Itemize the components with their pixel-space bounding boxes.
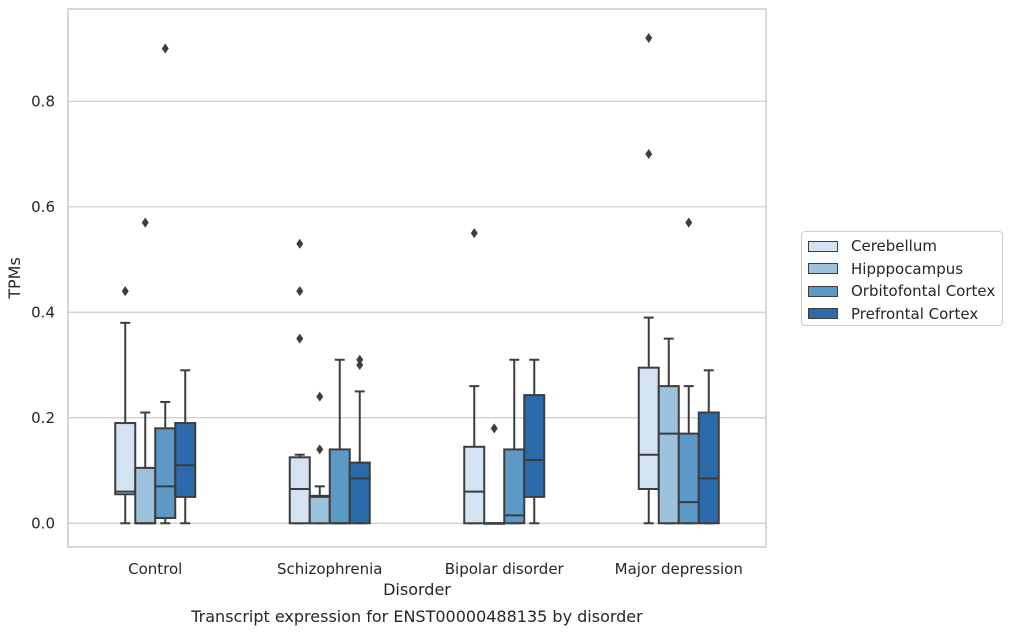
box-cerebellum bbox=[637, 33, 660, 525]
box-body bbox=[134, 466, 157, 525]
x-tick-label: Control bbox=[128, 560, 182, 578]
box-body bbox=[637, 366, 660, 490]
box-body bbox=[677, 432, 700, 525]
outlier-point bbox=[356, 360, 364, 371]
y-axis-label: TPMs bbox=[5, 257, 24, 300]
box-cerebellum bbox=[288, 238, 311, 525]
box-prefrontal-cortex bbox=[697, 369, 720, 525]
legend-label: Orbitofontal Cortex bbox=[851, 282, 996, 301]
box-orbitofontal-cortex bbox=[677, 217, 700, 525]
box-prefrontal-cortex bbox=[348, 354, 371, 525]
box-body bbox=[657, 385, 680, 525]
x-axis-label: Disorder bbox=[383, 580, 451, 599]
box-prefrontal-cortex bbox=[523, 358, 546, 525]
legend: Cerebellum Hipppocampus Orbitofontal Corte… bbox=[801, 231, 1003, 326]
outlier-point bbox=[490, 423, 498, 434]
box-body bbox=[308, 494, 331, 525]
box-hipppocampus bbox=[657, 337, 680, 525]
box-orbitofontal-cortex bbox=[328, 358, 351, 525]
legend-label: Hipppocampus bbox=[851, 259, 964, 278]
box-orbitofontal-cortex bbox=[503, 358, 526, 525]
legend-swatch bbox=[808, 240, 838, 252]
box-body bbox=[503, 448, 526, 525]
outlier-point bbox=[141, 217, 149, 228]
x-axis-ticks: Control Schizophrenia Bipolar disorder Majo… bbox=[128, 560, 743, 578]
box-cerebellum bbox=[114, 286, 137, 525]
box-body bbox=[328, 448, 351, 525]
box-hipppocampus bbox=[483, 423, 506, 525]
x-tick-label: Bipolar disorder bbox=[445, 560, 565, 578]
box-body bbox=[463, 445, 486, 525]
box-body bbox=[348, 461, 371, 525]
legend-swatch bbox=[808, 308, 838, 320]
y-tick-label: 0.2 bbox=[31, 409, 55, 427]
box-hipppocampus bbox=[134, 217, 157, 525]
legend-item: Hipppocampus bbox=[808, 258, 1002, 281]
y-tick-label: 0.4 bbox=[31, 303, 55, 321]
legend-item: Orbitofontal Cortex bbox=[808, 280, 1002, 303]
outlier-point bbox=[645, 33, 653, 44]
outlier-point bbox=[296, 333, 304, 344]
legend-item: Cerebellum bbox=[808, 235, 1002, 258]
box-body bbox=[174, 422, 197, 498]
outlier-point bbox=[685, 217, 693, 228]
legend-label: Cerebellum bbox=[851, 237, 937, 256]
outlier-point bbox=[296, 238, 304, 249]
box-plot-area bbox=[114, 33, 720, 525]
box-prefrontal-cortex bbox=[174, 369, 197, 525]
box-body bbox=[114, 422, 137, 496]
legend-item: Prefrontal Cortex bbox=[808, 303, 1002, 326]
outlier-point bbox=[470, 228, 478, 239]
outlier-point bbox=[121, 286, 129, 297]
y-axis-ticks: 0.0 0.2 0.4 0.6 0.8 bbox=[31, 92, 55, 532]
outlier-point bbox=[161, 43, 169, 54]
y-tick-label: 0.0 bbox=[31, 514, 55, 532]
y-tick-label: 0.8 bbox=[31, 92, 55, 110]
box-body bbox=[523, 394, 546, 498]
chart-caption: Transcript expression for ENST0000048813… bbox=[190, 607, 643, 626]
outlier-point bbox=[356, 354, 364, 365]
x-tick-label: Major depression bbox=[615, 560, 743, 578]
legend-swatch bbox=[808, 285, 838, 297]
box-cerebellum bbox=[463, 228, 486, 525]
outlier-point bbox=[316, 391, 324, 402]
outlier-point bbox=[296, 286, 304, 297]
legend-label: Prefrontal Cortex bbox=[851, 304, 979, 323]
plot-frame bbox=[67, 8, 767, 548]
outlier-point bbox=[645, 149, 653, 160]
legend-swatch bbox=[808, 263, 838, 275]
y-tick-label: 0.6 bbox=[31, 198, 55, 216]
box-hipppocampus bbox=[308, 391, 331, 525]
box-body bbox=[154, 427, 177, 519]
box-orbitofontal-cortex bbox=[154, 43, 177, 525]
box-body bbox=[697, 411, 720, 525]
outlier-point bbox=[316, 444, 324, 455]
x-tick-label: Schizophrenia bbox=[277, 560, 382, 578]
box-body bbox=[288, 456, 311, 525]
